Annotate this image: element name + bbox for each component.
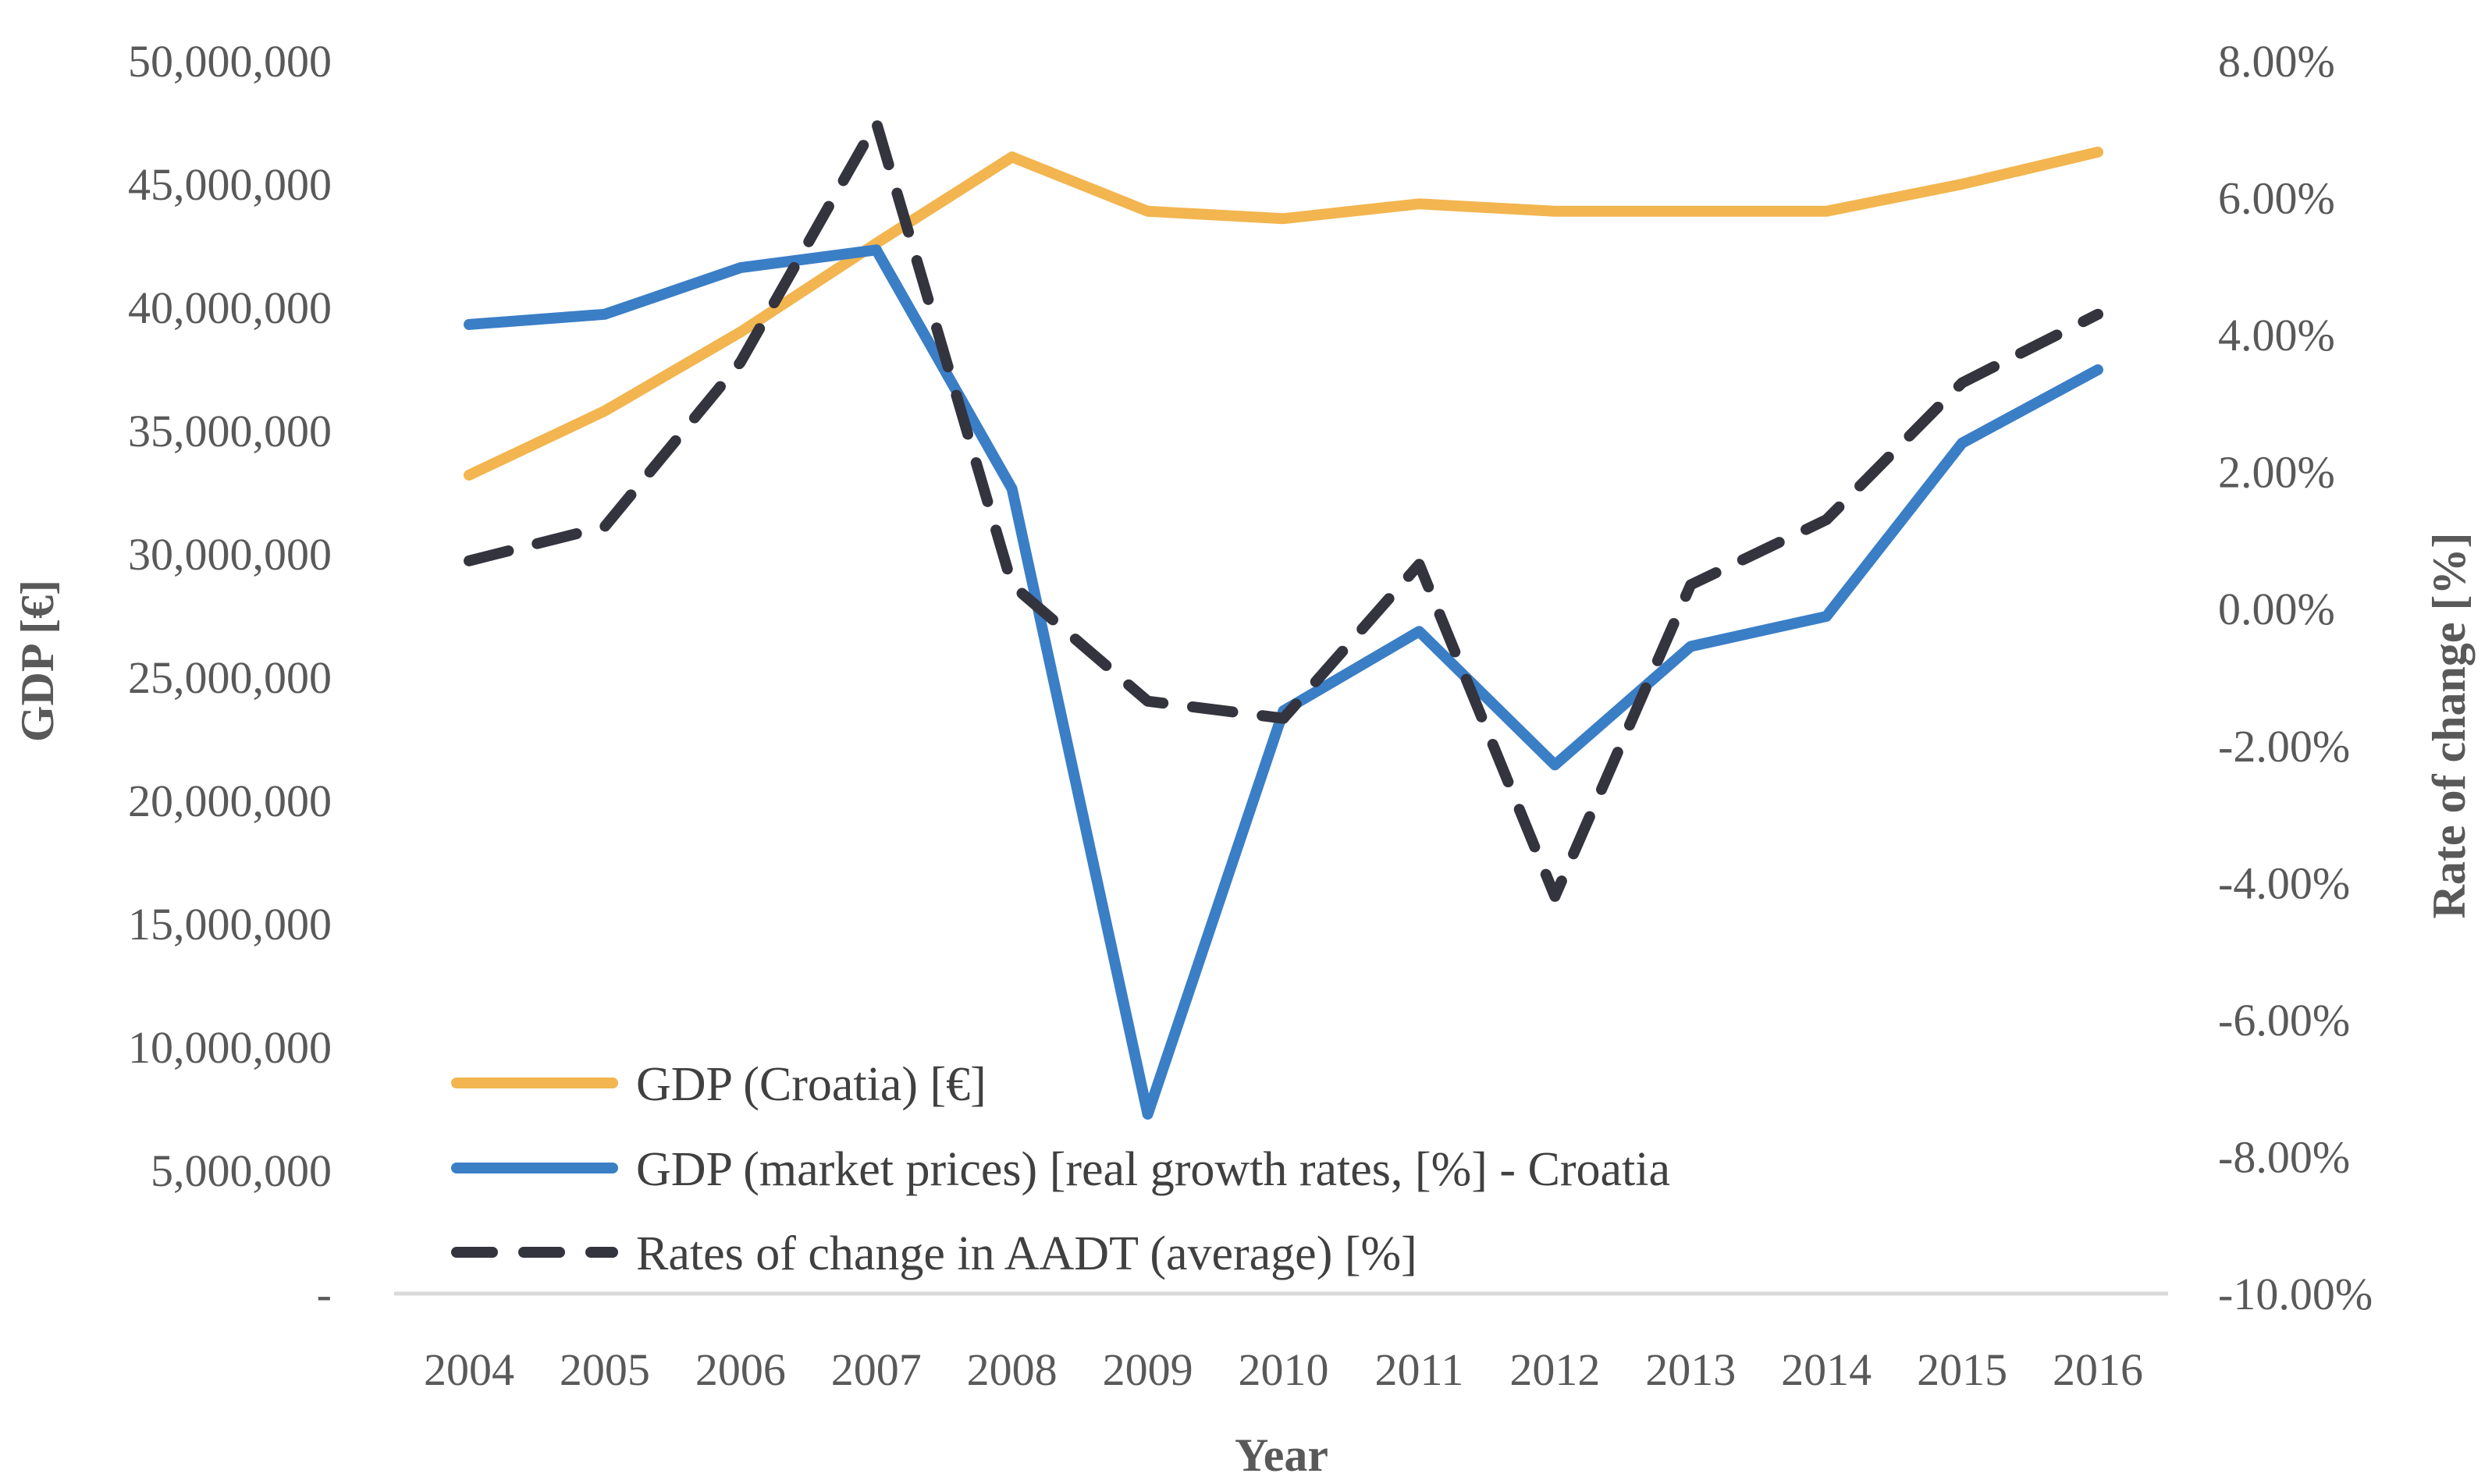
- x-tick-label: 2004: [424, 1344, 514, 1395]
- y2-axis-title: Rate of change [%]: [2423, 533, 2475, 919]
- right-tick-label: 4.00%: [2218, 310, 2335, 360]
- left-tick-label: 40,000,000: [128, 282, 332, 333]
- legend: GDP (Croatia) [€] GDP (market prices) [re…: [451, 1058, 1670, 1280]
- x-tick-label: 2012: [1509, 1344, 1600, 1395]
- right-y-axis: -10.00% -8.00% -6.00% -4.00% -2.00% 0.00% 2.00…: [2218, 36, 2373, 1319]
- series-line-3: [464, 117, 2103, 902]
- series-line-1: [464, 146, 2103, 481]
- right-tick-label: -10.00%: [2218, 1269, 2373, 1319]
- right-tick-label: -8.00%: [2218, 1131, 2350, 1182]
- right-tick-label: -2.00%: [2218, 721, 2350, 772]
- left-tick-label: -: [317, 1269, 332, 1319]
- right-tick-label: 2.00%: [2218, 447, 2335, 498]
- x-axis: 2004 2005 2006 2007 2008 2009 2010 2011 2012 2013…: [424, 1344, 2143, 1395]
- y-axis-title: GDP [€]: [12, 580, 63, 742]
- series-line-2: [464, 244, 2103, 1120]
- legend-label-2: GDP (market prices) [real growth rates, …: [636, 1143, 1670, 1196]
- x-axis-title: Year: [1235, 1429, 1328, 1481]
- left-tick-label: 15,000,000: [128, 899, 332, 950]
- left-tick-label: 25,000,000: [128, 652, 332, 703]
- x-tick-label: 2006: [695, 1344, 786, 1395]
- legend-label-3: Rates of change in AADT (average) [%]: [636, 1227, 1417, 1280]
- left-tick-label: 50,000,000: [128, 36, 332, 87]
- x-tick-label: 2011: [1374, 1344, 1463, 1395]
- x-tick-label: 2008: [967, 1344, 1058, 1395]
- left-y-axis: - 5,000,000 10,000,000 15,000,000 20,000,000…: [128, 36, 332, 1319]
- left-tick-label: 35,000,000: [128, 406, 332, 456]
- left-tick-label: 20,000,000: [128, 776, 332, 826]
- left-tick-label: 10,000,000: [128, 1022, 332, 1073]
- x-tick-label: 2015: [1917, 1344, 2007, 1395]
- x-tick-label: 2005: [560, 1344, 650, 1395]
- x-tick-label: 2010: [1239, 1344, 1329, 1395]
- plot-series: [464, 117, 2103, 1120]
- left-tick-label: 45,000,000: [128, 159, 332, 210]
- right-tick-label: -6.00%: [2218, 995, 2350, 1046]
- x-tick-label: 2007: [831, 1344, 922, 1395]
- x-tick-label: 2014: [1781, 1344, 1872, 1395]
- right-tick-label: 6.00%: [2218, 173, 2335, 224]
- right-tick-label: 8.00%: [2218, 36, 2335, 87]
- left-tick-label: 5,000,000: [151, 1145, 332, 1196]
- x-tick-label: 2016: [2053, 1344, 2143, 1395]
- legend-label-1: GDP (Croatia) [€]: [636, 1058, 986, 1111]
- left-tick-label: 30,000,000: [128, 529, 332, 580]
- right-tick-label: -4.00%: [2218, 857, 2350, 908]
- x-tick-label: 2013: [1645, 1344, 1736, 1395]
- x-tick-label: 2009: [1103, 1344, 1193, 1395]
- right-tick-label: 0.00%: [2218, 584, 2335, 634]
